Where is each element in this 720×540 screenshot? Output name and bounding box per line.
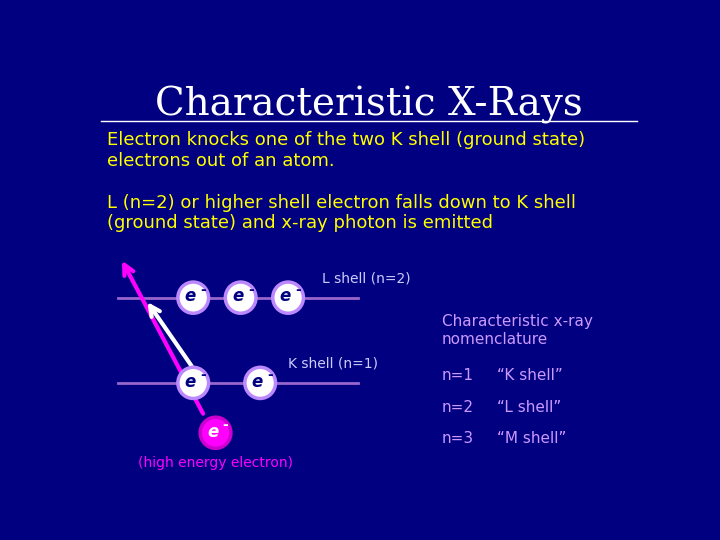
Text: -: - bbox=[248, 283, 253, 297]
Text: “K shell”: “K shell” bbox=[498, 368, 563, 383]
Text: “M shell”: “M shell” bbox=[498, 431, 567, 445]
Text: e: e bbox=[279, 287, 291, 306]
Ellipse shape bbox=[225, 282, 256, 313]
Text: “L shell”: “L shell” bbox=[498, 400, 562, 415]
Ellipse shape bbox=[200, 417, 231, 448]
Text: e: e bbox=[185, 287, 196, 306]
Text: -: - bbox=[267, 368, 273, 382]
Text: K shell (n=1): K shell (n=1) bbox=[288, 356, 378, 370]
Text: e: e bbox=[233, 287, 243, 306]
Text: Electron knocks one of the two K shell (ground state)
electrons out of an atom.: Electron knocks one of the two K shell (… bbox=[107, 131, 585, 170]
Text: -: - bbox=[295, 283, 301, 297]
Text: Characteristic X-Rays: Characteristic X-Rays bbox=[155, 85, 583, 124]
Text: -: - bbox=[200, 283, 206, 297]
Text: n=1: n=1 bbox=[441, 368, 474, 383]
Text: -: - bbox=[200, 368, 206, 382]
Text: L (n=2) or higher shell electron falls down to K shell
(ground state) and x-ray : L (n=2) or higher shell electron falls d… bbox=[107, 194, 576, 233]
Ellipse shape bbox=[273, 282, 303, 313]
Text: Characteristic x-ray
nomenclature: Characteristic x-ray nomenclature bbox=[441, 314, 593, 347]
Text: -: - bbox=[222, 418, 228, 433]
Text: e: e bbox=[207, 422, 218, 441]
Text: n=3: n=3 bbox=[441, 431, 474, 445]
Text: n=2: n=2 bbox=[441, 400, 474, 415]
Ellipse shape bbox=[245, 367, 276, 399]
Ellipse shape bbox=[178, 282, 209, 313]
Text: e: e bbox=[185, 373, 196, 390]
Ellipse shape bbox=[178, 367, 209, 399]
Text: e: e bbox=[252, 373, 263, 390]
Text: (high energy electron): (high energy electron) bbox=[138, 456, 293, 470]
Text: L shell (n=2): L shell (n=2) bbox=[322, 271, 410, 285]
